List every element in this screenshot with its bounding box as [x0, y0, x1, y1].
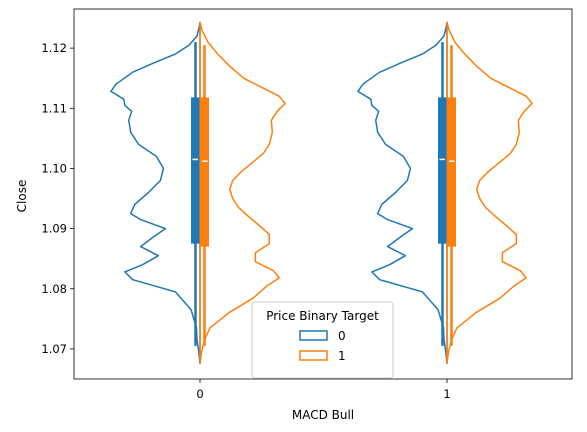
box-0-series-0: [191, 97, 200, 244]
legend-swatch-0: [299, 330, 328, 341]
x-tick-label: 0: [196, 387, 203, 401]
violin-0-series-0: [110, 21, 201, 365]
violin-1-series-1: [446, 21, 533, 365]
y-tick-label: 1.08: [41, 282, 67, 296]
y-tick-label: 1.10: [41, 161, 67, 175]
legend-swatch-1: [299, 350, 328, 361]
y-tick-label: 1.07: [41, 342, 67, 356]
axes-frame: [73, 8, 573, 380]
legend-label-1: 1: [338, 349, 346, 363]
legend: Price Binary Target 0 1: [251, 301, 394, 379]
violin-0-series-1: [199, 21, 286, 365]
y-tick-label: 1.11: [41, 101, 67, 115]
box-plots: [191, 42, 456, 346]
legend-label-0: 0: [338, 329, 346, 343]
violins: [110, 21, 533, 365]
y-axis-label: Close: [15, 180, 29, 213]
y-tick-label: 1.12: [41, 41, 67, 55]
box-1-series-1: [447, 97, 456, 247]
box-0-series-1: [200, 97, 209, 247]
x-tick-label: 1: [443, 387, 450, 401]
y-axis: 1.07 1.08 1.09 1.10 1.11 1.12: [41, 41, 74, 356]
violin-1-series-0: [357, 21, 448, 365]
y-tick-label: 1.09: [41, 222, 67, 236]
legend-title: Price Binary Target: [266, 309, 379, 323]
x-axis-label: MACD Bull: [292, 408, 354, 422]
box-1-series-0: [438, 97, 447, 244]
